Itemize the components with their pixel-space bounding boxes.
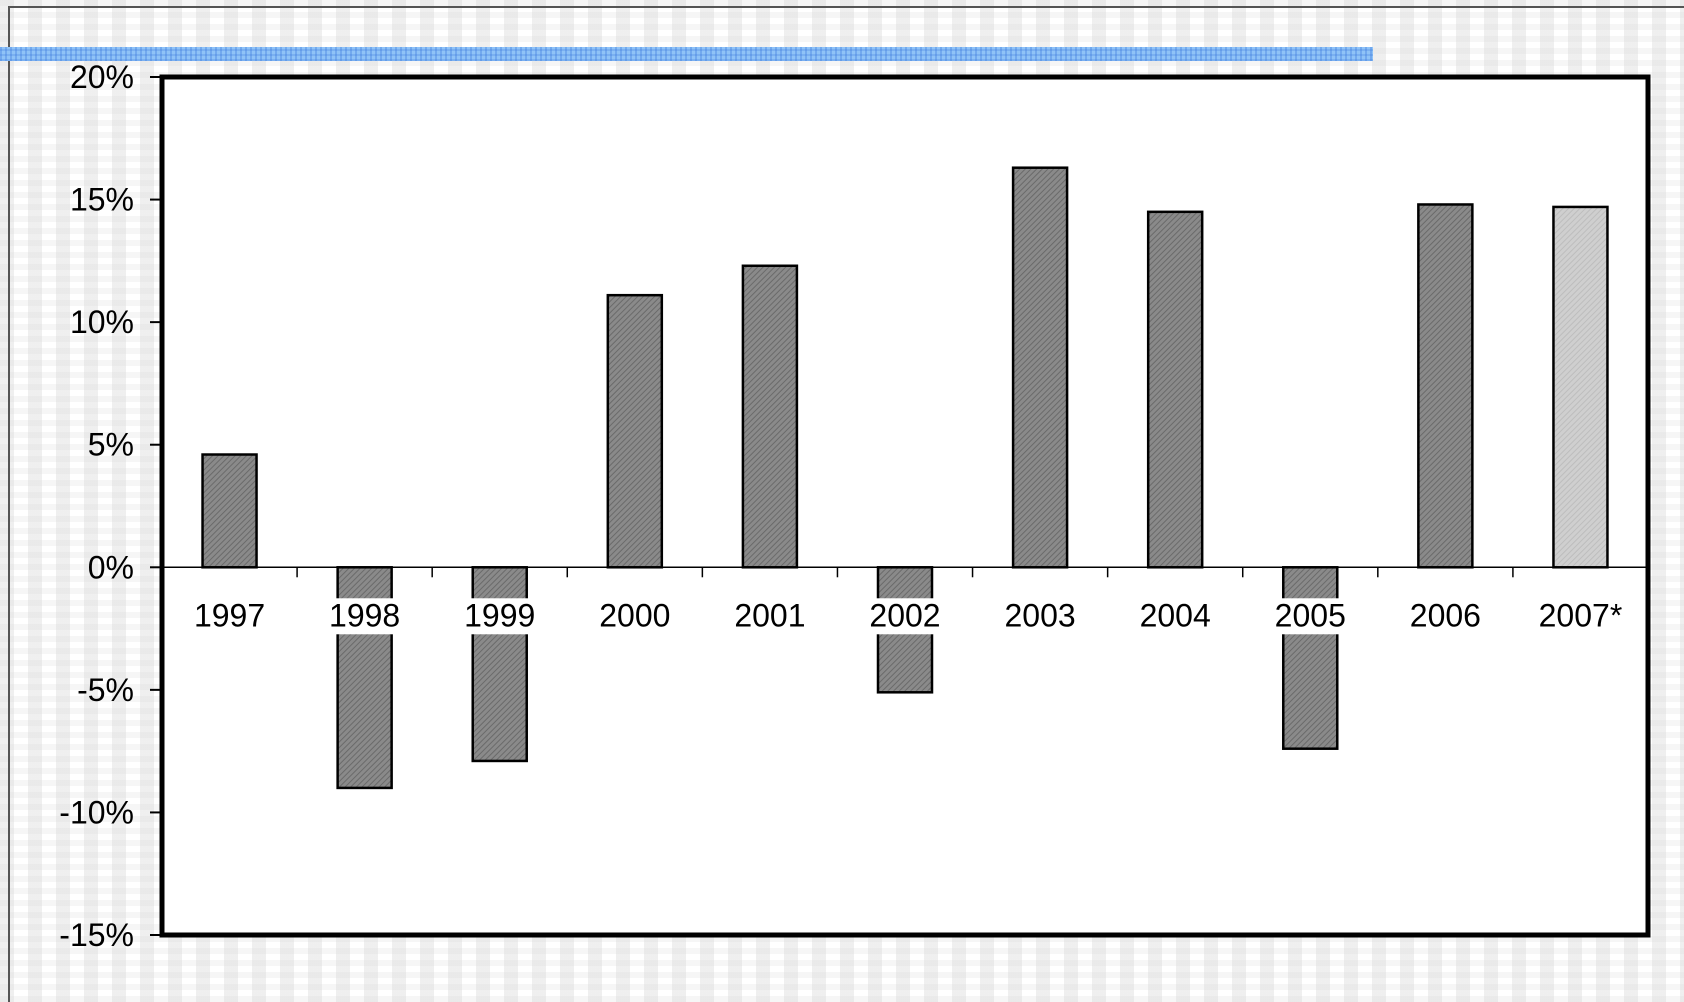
x-tick-label: 2007* [1539,597,1623,633]
x-tick-label: 2001 [734,597,805,633]
y-tick-label: -15% [59,917,134,953]
x-tick-label: 2006 [1410,597,1481,633]
bar-1997 [201,453,258,569]
bar-2001 [741,264,799,569]
x-tick-label-background [460,598,540,635]
y-tick-label: 10% [70,304,134,340]
bar-2005 [1282,566,1339,750]
x-tick-label: 1999 [464,597,535,633]
x-tick-label: 1998 [329,597,400,633]
bar-2003 [1011,166,1069,569]
x-tick-label-background [1270,598,1350,635]
x-tick-label: 1997 [194,597,265,633]
y-tick-label: -10% [59,794,134,830]
x-tick-label-background [1405,598,1485,635]
bar-2000 [606,293,664,569]
y-tick-label: -5% [77,672,134,708]
y-tick-label: 5% [88,427,134,463]
accent-bar [0,47,1373,61]
y-tick-label: 15% [70,182,134,218]
plot-area [162,77,1648,935]
x-tick-label: 2005 [1275,597,1346,633]
plot-border [159,74,1651,938]
x-tick-label-background [1135,598,1215,635]
x-tick-label: 2004 [1140,597,1211,633]
x-tick-label-background [730,598,810,635]
y-tick-labels: 20% 15% 10% 5% 0% -5% -10% -15% [59,59,134,953]
bar-2006 [1417,203,1474,569]
x-tick-labels: 1997 1998 1999 2000 2001 2002 2003 2004 2005 2006… [189,597,1627,635]
x-tick-label: 2003 [1004,597,1075,633]
x-tick-label-background [1534,598,1627,635]
slide-frame [8,6,1684,1002]
x-tick-label: 2002 [869,597,940,633]
x-tick-label-background [865,598,945,635]
x-tick-label-background [189,598,270,635]
x-tick-label-background [325,598,405,635]
y-tick-label: 0% [88,549,134,585]
x-tick-label-background [595,598,675,635]
x-tick-label-background [1000,598,1080,635]
bar-2007 [1552,205,1609,569]
bar-2004 [1146,210,1204,569]
x-tick-label: 2000 [599,597,670,633]
y-tick-label: 20% [70,59,134,95]
